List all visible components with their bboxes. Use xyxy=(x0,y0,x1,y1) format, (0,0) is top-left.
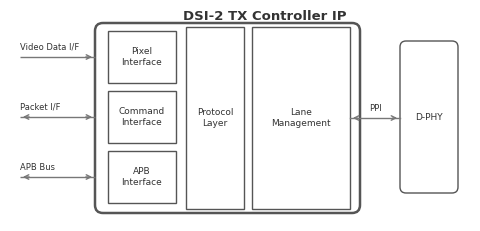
Text: APB
Interface: APB Interface xyxy=(121,167,162,187)
Text: DSI-2 TX Controller IP: DSI-2 TX Controller IP xyxy=(183,9,347,22)
Bar xyxy=(186,27,244,209)
Text: Packet I/F: Packet I/F xyxy=(20,103,60,112)
Text: Protocol
Layer: Protocol Layer xyxy=(197,108,233,128)
Bar xyxy=(252,27,350,209)
Text: APB Bus: APB Bus xyxy=(20,163,55,172)
FancyBboxPatch shape xyxy=(95,23,360,213)
Text: Pixel
Interface: Pixel Interface xyxy=(121,47,162,67)
Text: Command
Interface: Command Interface xyxy=(119,107,165,127)
Text: D-PHY: D-PHY xyxy=(415,112,443,122)
Text: Lane
Management: Lane Management xyxy=(271,108,331,128)
Text: Video Data I/F: Video Data I/F xyxy=(20,43,79,52)
Bar xyxy=(108,91,176,143)
Bar xyxy=(108,151,176,203)
FancyBboxPatch shape xyxy=(400,41,458,193)
Bar xyxy=(108,31,176,83)
Text: PPI: PPI xyxy=(369,104,382,113)
